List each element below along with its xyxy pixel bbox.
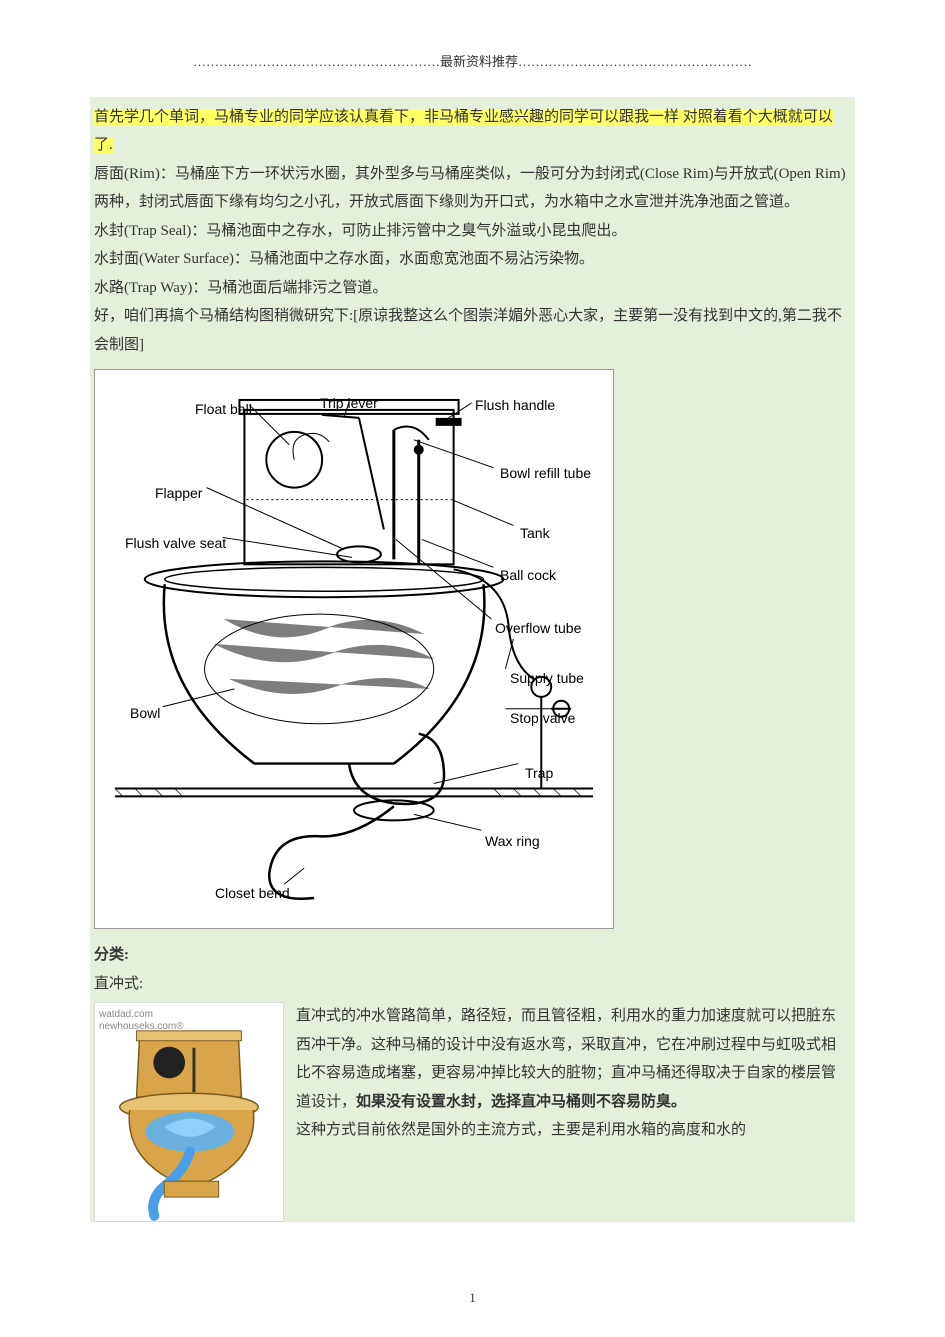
label-overflow-tube: Overflow tube bbox=[495, 615, 581, 642]
label-flapper: Flapper bbox=[155, 480, 202, 507]
label-flush-handle: Flush handle bbox=[475, 392, 555, 419]
diagram-note: 好，咱们再搞个马桶结构图稍微研究下:[原谅我整这么个图崇洋媚外恶心大家，主要第一… bbox=[94, 302, 847, 359]
label-stop-valve: Stop valve bbox=[510, 705, 575, 732]
page-number: 1 bbox=[0, 1286, 945, 1311]
type-direct-flush: 直冲式: bbox=[94, 970, 847, 999]
intro-highlight: 首先学几个单词，马桶专业的同学应该认真看下，非马桶专业感兴趣的同学可以跟我一样 … bbox=[94, 103, 847, 160]
classification-heading: 分类: bbox=[94, 941, 847, 970]
def-rim: 唇面(Rim)：马桶座下方一环状污水圈，其外型多与马桶座类似，一般可分为封闭式(… bbox=[94, 160, 847, 217]
label-bowl: Bowl bbox=[130, 700, 160, 727]
toilet-anatomy-diagram: Float ball Trip lever Flush handle Flapp… bbox=[94, 369, 614, 929]
img-watermark-2: newhouseks.com® bbox=[99, 1017, 184, 1036]
label-float-ball: Float ball bbox=[195, 396, 252, 423]
label-flush-valve-seat: Flush valve seat bbox=[125, 530, 226, 557]
header-dotted-title: …………………………………………………最新资料推荐………………………………………… bbox=[90, 50, 855, 75]
direct-flush-description: 直冲式的冲水管路简单，路径短，而且管径粗，利用水的重力加速度就可以把脏东西冲干净… bbox=[296, 1002, 847, 1145]
label-trip-lever: Trip lever bbox=[320, 390, 378, 417]
label-supply-tube: Supply tube bbox=[510, 665, 584, 692]
label-tank: Tank bbox=[520, 520, 550, 547]
def-trap-way: 水路(Trap Way)：马桶池面后端排污之管道。 bbox=[94, 274, 847, 303]
label-bowl-refill-tube: Bowl refill tube bbox=[500, 460, 591, 487]
desc-bold: 如果没有设置水封，选择直冲马桶则不容易防臭。 bbox=[356, 1094, 686, 1110]
label-trap: Trap bbox=[525, 760, 553, 787]
document-body: 首先学几个单词，马桶专业的同学应该认真看下，非马桶专业感兴趣的同学可以跟我一样 … bbox=[90, 97, 855, 1223]
desc-part2: 这种方式目前依然是国外的主流方式，主要是利用水箱的高度和水的 bbox=[296, 1122, 746, 1138]
label-closet-bend: Closet bend bbox=[215, 880, 290, 907]
def-trap-seal: 水封(Trap Seal)：马桶池面中之存水，可防止排污管中之臭气外溢或小昆虫爬… bbox=[94, 217, 847, 246]
label-wax-ring: Wax ring bbox=[485, 828, 540, 855]
direct-flush-illustration: watdad.com newhouseks.com® bbox=[94, 1002, 284, 1222]
label-ball-cock: Ball cock bbox=[500, 562, 556, 589]
direct-flush-block: watdad.com newhouseks.com® 直冲 bbox=[94, 1002, 847, 1222]
intro-text: 首先学几个单词，马桶专业的同学应该认真看下，非马桶专业感兴趣的同学可以跟我一样 … bbox=[94, 109, 833, 154]
def-water-surface: 水封面(Water Surface)：马桶池面中之存水面，水面愈宽池面不易沾污染… bbox=[94, 245, 847, 274]
